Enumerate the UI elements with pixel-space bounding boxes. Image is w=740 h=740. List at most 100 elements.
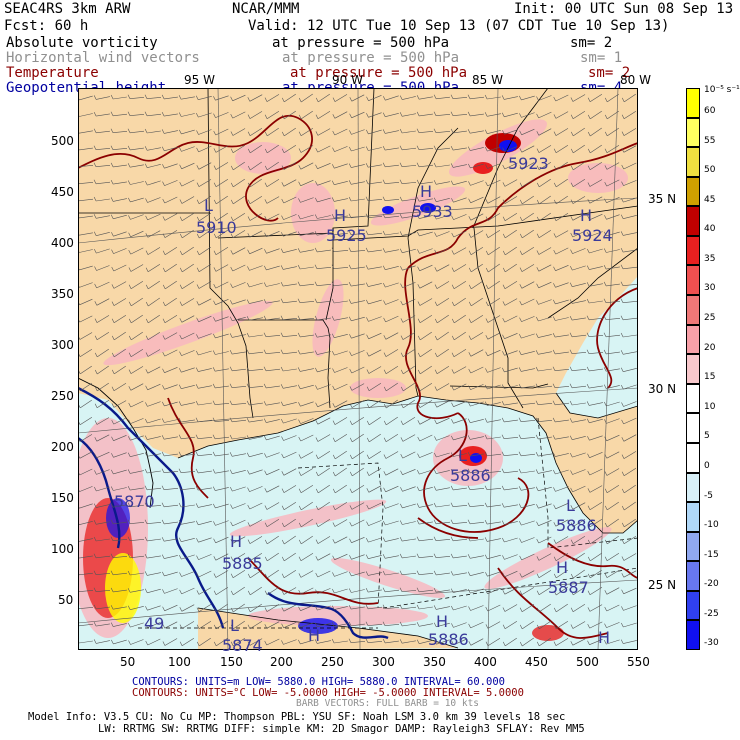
colorbar-label: 30: [704, 283, 716, 294]
colorbar-swatch: [686, 442, 700, 473]
colorbar-swatch: [686, 472, 700, 503]
colorbar-label: -25: [704, 608, 719, 619]
weather-map: [78, 88, 638, 650]
height-label-value: 5887: [548, 578, 589, 597]
colorbar-swatch: [686, 383, 700, 414]
field-3-pressure: at pressure = 500 hPa: [290, 65, 468, 81]
lon-label: 80 W: [620, 73, 651, 87]
lat-label: 25 N: [648, 578, 677, 592]
height-label-letter: H: [598, 628, 611, 647]
colorbar-label: 10: [704, 401, 716, 412]
height-label-value: 5924: [572, 226, 613, 245]
height-label-value: 5933: [412, 202, 453, 221]
colorbar-label: 40: [704, 224, 716, 235]
colorbar-swatch: [686, 531, 700, 562]
height-label-letter: L: [230, 616, 239, 635]
x-tick: 300: [372, 655, 395, 669]
wind-barb-field: [78, 93, 638, 647]
height-label-value: 5886: [428, 630, 469, 649]
colorbar-swatch: [686, 354, 700, 384]
height-label-letter: H: [230, 532, 243, 551]
colorbar-swatch: [686, 176, 700, 207]
colorbar-label: 0: [704, 460, 710, 471]
colorbar-swatch: [686, 413, 700, 443]
map-frame: [78, 88, 638, 650]
x-tick: 500: [576, 655, 599, 669]
height-label-letter: H: [436, 612, 449, 631]
field-1-pressure: at pressure = 500 hPa: [272, 35, 450, 51]
height-label-value: 5870: [114, 492, 155, 511]
colorbar-label: -5: [704, 490, 713, 501]
y-tick: 200: [51, 440, 74, 454]
colorbar-unit: 10⁻⁵ s⁻¹: [704, 85, 740, 95]
colorbar-label: 35: [704, 253, 716, 264]
y-tick: 100: [51, 542, 74, 556]
forecast-hour: Fcst: 60 h: [4, 18, 89, 34]
colorbar-label: 45: [704, 194, 716, 205]
height-label-letter: H: [334, 206, 347, 225]
colorbar-swatch: [686, 265, 700, 296]
field-2-pressure: at pressure = 500 hPa: [282, 50, 460, 66]
height-label-letter: H: [556, 558, 569, 577]
x-tick: 550: [627, 655, 650, 669]
lat-label: 35 N: [648, 192, 677, 206]
colorbar-swatch: [686, 561, 700, 591]
y-tick: 500: [51, 134, 74, 148]
height-label-letter: H: [420, 182, 433, 201]
height-label-value: 49: [144, 614, 165, 633]
colorbar-label: 50: [704, 165, 716, 176]
height-label-value: 5886: [556, 516, 597, 535]
init-time: Init: 00 UTC Sun 08 Sep 13: [514, 1, 734, 17]
y-tick: 350: [51, 287, 74, 301]
height-label-letter: H: [308, 626, 321, 645]
colorbar-swatch: [686, 88, 700, 118]
y-tick: 300: [51, 338, 74, 352]
model-title: SEAC4RS 3km ARW: [4, 1, 131, 17]
wind-barbs: [78, 93, 638, 647]
y-tick: 250: [51, 389, 74, 403]
field-3-sm: sm= 2: [588, 65, 631, 81]
height-label-letter: H: [580, 206, 593, 225]
x-tick: 400: [474, 655, 497, 669]
colorbar-swatch: [686, 295, 700, 325]
lon-label: 90 W: [332, 73, 363, 87]
height-contours: [78, 386, 389, 640]
height-label-value: 5910: [196, 218, 237, 237]
height-label-value: 5874: [222, 636, 263, 655]
model-info-line-1: Model Info: V3.5 CU: No Cu MP: Thompson …: [28, 711, 566, 723]
lon-label: 85 W: [472, 73, 503, 87]
colorbar-label: 60: [704, 106, 716, 116]
valid-time: Valid: 12 UTC Tue 10 Sep 13 (07 CDT Tue …: [248, 18, 670, 34]
colorbar-swatch: [686, 147, 700, 177]
colorbar-label: 15: [704, 372, 716, 383]
colorbar-swatch: [686, 502, 700, 532]
model-info-line-2: LW: RRTMG SW: RRTMG DIFF: simple KM: 2D …: [98, 723, 585, 735]
height-label-value: 5886: [450, 466, 491, 485]
field-3-name: Temperature: [6, 65, 99, 81]
lat-label: 30 N: [648, 382, 677, 396]
x-tick: 100: [168, 655, 191, 669]
y-tick: 50: [58, 593, 74, 607]
colorbar-swatch: [686, 117, 700, 148]
colorbar-label: 25: [704, 313, 716, 324]
vorticity-intense: [83, 133, 564, 641]
colorbar-swatch: [686, 590, 700, 621]
field-2-name: Horizontal wind vectors: [6, 50, 200, 66]
y-tick: 450: [51, 185, 74, 199]
field-2-sm: sm= 1: [580, 50, 623, 66]
barb-info: BARB VECTORS: FULL BARB = 10 kts: [296, 698, 480, 709]
colorbar-swatch: [686, 620, 700, 650]
x-tick: 150: [220, 655, 243, 669]
colorbar-label: 20: [704, 342, 716, 353]
height-contour-info: CONTOURS: UNITS=m LOW= 5880.0 HIGH= 5880…: [132, 676, 505, 688]
lon-label: 95 W: [184, 73, 215, 87]
colorbar: [686, 88, 700, 650]
colorbar-label: 5: [704, 431, 710, 442]
colorbar-swatch: [686, 206, 700, 236]
y-tick: 400: [51, 236, 74, 250]
colorbar-label: -30: [704, 638, 719, 649]
center-title: NCAR/MMM: [232, 1, 300, 17]
height-label-letter: L: [566, 496, 575, 515]
colorbar-swatch: [686, 235, 700, 266]
colorbar-label: -10: [704, 520, 719, 531]
